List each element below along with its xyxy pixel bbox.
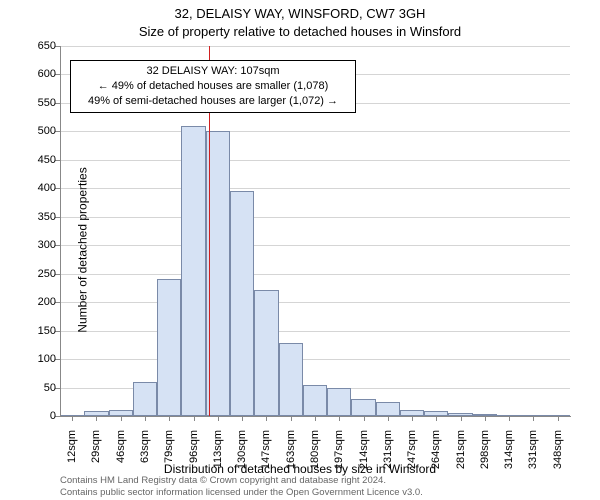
x-tick [388, 416, 389, 421]
x-tick [315, 416, 316, 421]
x-tick [339, 416, 340, 421]
x-tick [364, 416, 365, 421]
x-tick [558, 416, 559, 421]
y-tick-label: 400 [38, 182, 56, 194]
y-tick-label: 650 [38, 40, 56, 52]
footer-line-1: Contains HM Land Registry data © Crown c… [60, 475, 600, 486]
x-tick [194, 416, 195, 421]
y-tick-label: 250 [38, 268, 56, 280]
x-tick [145, 416, 146, 421]
y-tick-label: 300 [38, 239, 56, 251]
footer-line-2: Contains public sector information licen… [60, 487, 600, 498]
title-main: 32, DELAISY WAY, WINSFORD, CW7 3GH [0, 6, 600, 21]
x-tick [242, 416, 243, 421]
y-tick-label: 100 [38, 353, 56, 365]
y-tick-label: 550 [38, 97, 56, 109]
y-tick-label: 600 [38, 68, 56, 80]
y-tick-label: 350 [38, 211, 56, 223]
info-line-2: ← 49% of detached houses are smaller (1,… [77, 79, 349, 94]
x-tick [509, 416, 510, 421]
x-tick [461, 416, 462, 421]
y-tick-label: 500 [38, 125, 56, 137]
x-tick [291, 416, 292, 421]
title-sub: Size of property relative to detached ho… [0, 24, 600, 39]
x-tick [412, 416, 413, 421]
x-tick [169, 416, 170, 421]
y-tick-label: 50 [44, 382, 56, 394]
x-tick [72, 416, 73, 421]
info-line-3: 49% of semi-detached houses are larger (… [77, 94, 349, 109]
footer: Contains HM Land Registry data © Crown c… [60, 475, 600, 498]
chart-container: 32, DELAISY WAY, WINSFORD, CW7 3GH Size … [0, 0, 600, 500]
x-tick [533, 416, 534, 421]
info-line-1: 32 DELAISY WAY: 107sqm [77, 64, 349, 79]
info-box: 32 DELAISY WAY: 107sqm ← 49% of detached… [70, 60, 356, 113]
y-tick-label: 200 [38, 296, 56, 308]
x-tick [266, 416, 267, 421]
y-tick-label: 0 [50, 410, 56, 422]
x-tick [436, 416, 437, 421]
y-tick-label: 450 [38, 154, 56, 166]
y-tick-label: 150 [38, 325, 56, 337]
x-tick [121, 416, 122, 421]
x-tick [218, 416, 219, 421]
x-axis-title: Distribution of detached houses by size … [0, 462, 600, 476]
x-tick [485, 416, 486, 421]
x-tick [96, 416, 97, 421]
